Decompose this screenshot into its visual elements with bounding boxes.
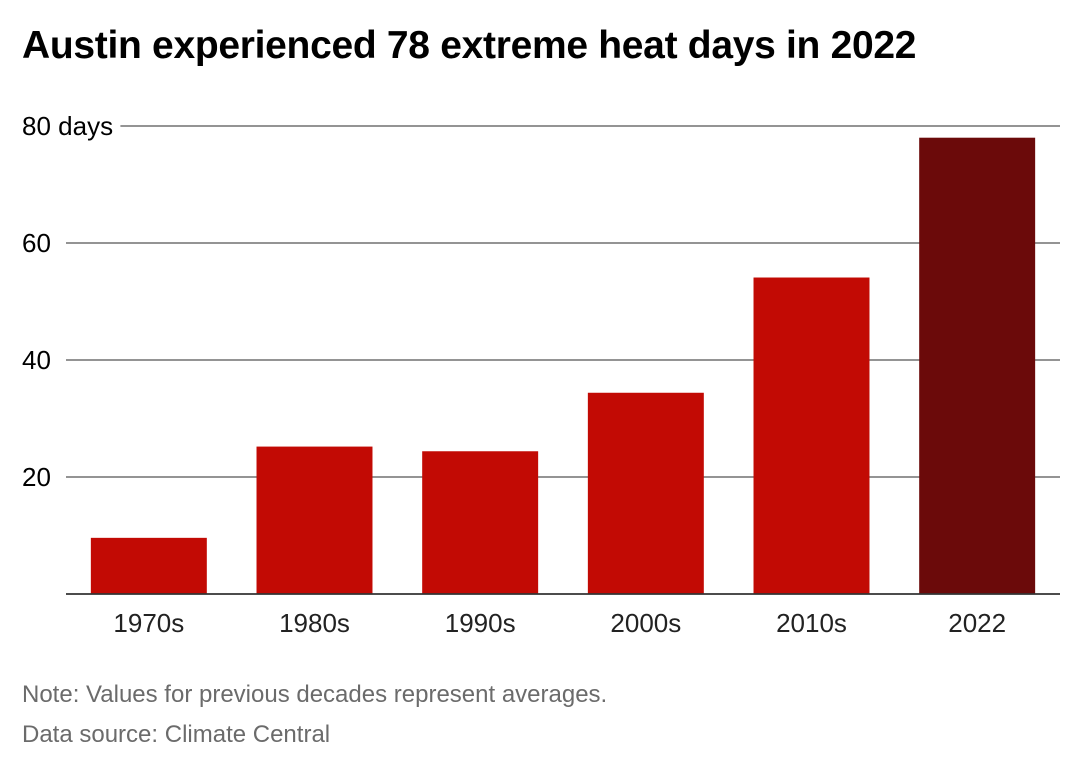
bar-1980s xyxy=(256,446,373,594)
chart-title: Austin experienced 78 extreme heat days … xyxy=(22,24,917,67)
bar-2022 xyxy=(919,137,1036,594)
x-tick-label-1970s: 1970s xyxy=(113,608,184,638)
x-tick-label-2022: 2022 xyxy=(948,608,1006,638)
x-tick-label-2010s: 2010s xyxy=(776,608,847,638)
bar-2010s xyxy=(753,277,870,594)
x-tick-label-2000s: 2000s xyxy=(610,608,681,638)
bar-2000s xyxy=(587,392,704,594)
y-tick-label: 20 xyxy=(22,462,51,492)
bars xyxy=(90,137,1036,594)
y-tick-label: 60 xyxy=(22,228,51,258)
data-source: Data source: Climate Central xyxy=(22,721,331,748)
y-tick-label: 80 days xyxy=(22,111,113,141)
x-tick-label-1980s: 1980s xyxy=(279,608,350,638)
bar-1970s xyxy=(90,537,207,594)
bar-1990s xyxy=(422,451,539,594)
chart-note: Note: Values for previous decades repres… xyxy=(22,681,608,708)
x-axis-tick-labels: 1970s 1980s 1990s 2000s 2010s 2022 xyxy=(113,608,1006,638)
y-tick-label: 40 xyxy=(22,345,51,375)
gridlines xyxy=(66,125,1060,478)
x-tick-label-1990s: 1990s xyxy=(445,608,516,638)
y-axis-tick-labels: 20 40 60 80 days xyxy=(22,111,113,492)
